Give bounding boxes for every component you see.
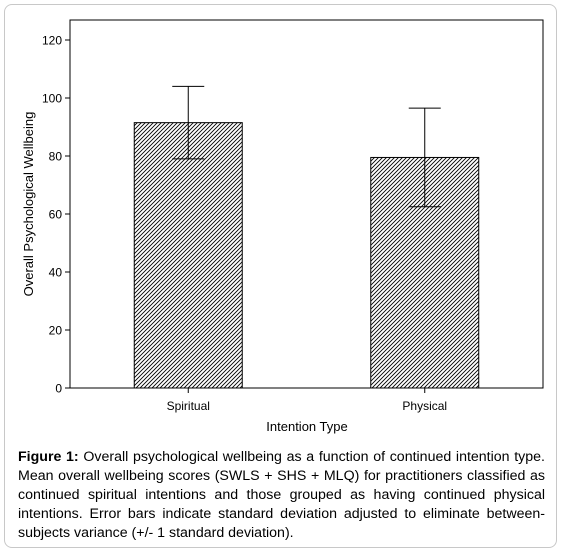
figure-caption: Figure 1: Overall psychological wellbein… — [18, 448, 545, 543]
caption-text: Overall psychological wellbeing as a fun… — [18, 449, 545, 541]
bar-spiritual — [133, 122, 243, 389]
bar-chart: 0 20 40 60 80 100 120 Spiritual Physical Overall… — [21, 19, 544, 434]
y-tick-label: 100 — [42, 92, 62, 106]
y-tick-label: 0 — [55, 382, 62, 396]
x-axis-title: Intention Type — [266, 419, 347, 434]
y-axis-title: Overall Psychological Wellbeing — [21, 112, 36, 297]
y-tick-label: 60 — [49, 208, 63, 222]
x-tick-label-physical: Physical — [402, 399, 447, 413]
x-tick-label-spiritual: Spiritual — [167, 399, 210, 413]
y-tick-label: 20 — [49, 324, 63, 338]
plot-area-frame — [69, 19, 544, 389]
y-tick-label: 80 — [49, 150, 63, 164]
y-tick-label: 120 — [42, 34, 62, 48]
caption-label: Figure 1: — [18, 449, 79, 465]
y-tick-label: 40 — [49, 266, 63, 280]
